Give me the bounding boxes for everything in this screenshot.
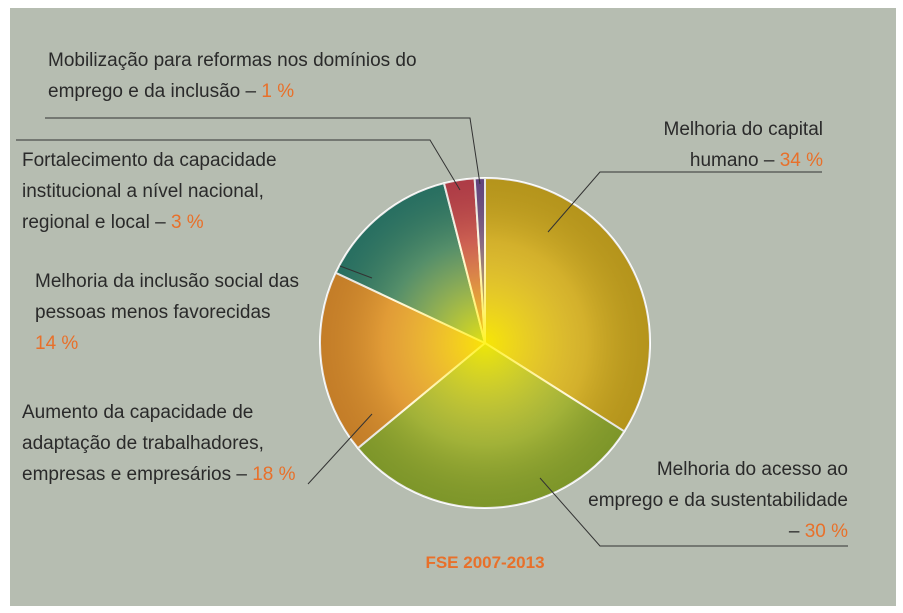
value-label: 3 %: [170, 212, 204, 233]
leader-line: [539, 477, 848, 547]
leader-line: [307, 413, 373, 485]
leader-line: [16, 139, 461, 191]
value-label: 34 %: [779, 150, 823, 171]
value-label: 18 %: [252, 464, 296, 485]
leader-line: [339, 265, 373, 279]
leader-line: [547, 171, 822, 233]
value-label: 30 %: [804, 521, 848, 542]
category-label: Melhoria do capital humano –: [663, 119, 823, 171]
value-label: 1 %: [261, 81, 295, 102]
leader-line: [45, 117, 481, 185]
category-label: Melhoria do acesso ao emprego e da suste…: [588, 459, 848, 542]
category-label: Mobilização para reformas nos domínios d…: [48, 50, 417, 102]
category-label: Aumento da capacidade de adaptação de tr…: [22, 402, 264, 485]
category-label: Melhoria da inclusão social das pessoas …: [35, 271, 300, 323]
slice-label: Melhoria do capital humano – 34 %: [593, 114, 823, 176]
slice-label: Melhoria da inclusão social das pessoas …: [35, 266, 325, 359]
leader-lines: [16, 117, 848, 547]
chart-title: FSE 2007-2013: [425, 553, 545, 572]
value-label: 14 %: [35, 333, 79, 354]
slice-label: Aumento da capacidade de adaptação de tr…: [22, 397, 322, 490]
slice-label: Mobilização para reformas nos domínios d…: [48, 45, 458, 107]
category-label: Fortalecimento da capacidade institucion…: [22, 150, 277, 233]
slice-label: Fortalecimento da capacidade institucion…: [22, 145, 322, 238]
slice-label: Melhoria do acesso ao emprego e da suste…: [588, 454, 848, 547]
